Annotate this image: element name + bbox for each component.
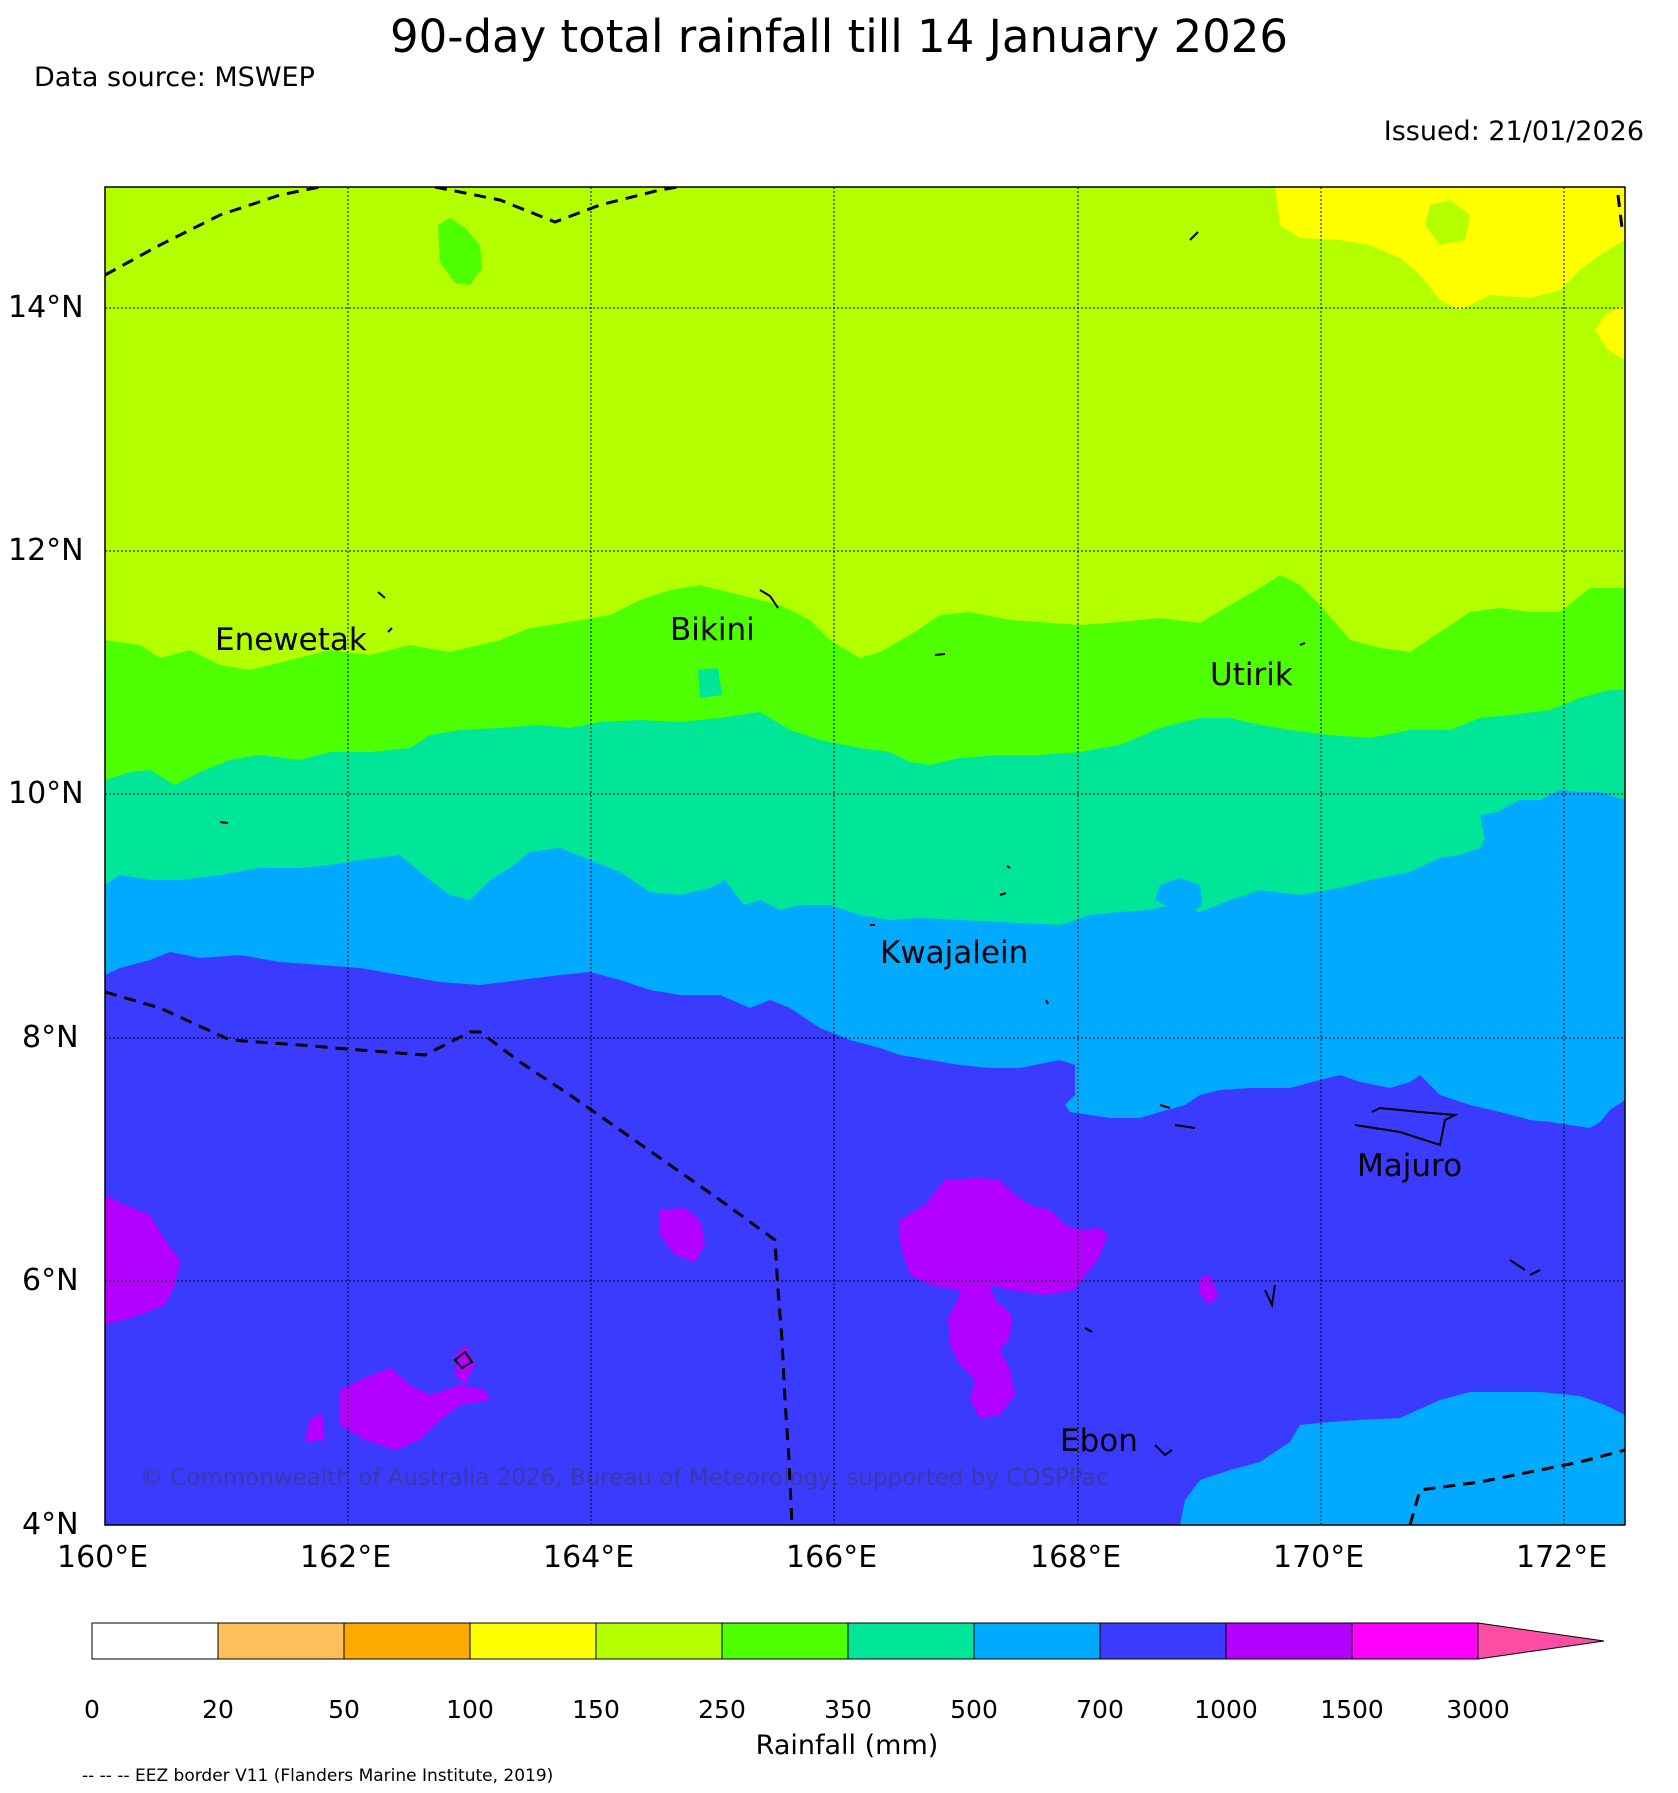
colorbar-segment-0 — [91, 1622, 219, 1660]
patch-250-350-north — [438, 218, 482, 285]
colorbar-tick-20: 20 — [202, 1695, 234, 1724]
lon-label-170e: 170°E — [1273, 1540, 1365, 1575]
place-label-enewetak: Enewetak — [215, 622, 367, 658]
colorbar-segment-9 — [1225, 1622, 1353, 1660]
place-label-kwajalein: Kwajalein — [880, 935, 1029, 971]
lat-label-8n: 8°N — [22, 1020, 79, 1055]
lon-label-164e: 164°E — [543, 1540, 635, 1575]
atoll-outlines — [219, 231, 1541, 1457]
patch-100-150-ne — [1275, 187, 1625, 310]
colorbar-tick-250: 250 — [698, 1695, 746, 1724]
eez-borders — [105, 187, 1625, 1525]
lat-label-12n: 12°N — [8, 533, 84, 568]
data-source-label: Data source: MSWEP — [34, 62, 315, 93]
band-500-700-south — [1180, 1392, 1625, 1525]
rainfall-colorbar — [91, 1622, 1605, 1660]
colorbar-segment-6 — [847, 1622, 975, 1660]
patch-100-150-east-edge — [1595, 305, 1625, 360]
colorbar-tick-150: 150 — [572, 1695, 620, 1724]
colorbar-segment-2 — [343, 1622, 471, 1660]
lat-label-14n: 14°N — [8, 290, 84, 325]
colorbar-extend-arrow — [1477, 1622, 1605, 1660]
patch-500-700-east — [1480, 792, 1590, 862]
map-title: 90-day total rainfall till 14 January 20… — [389, 10, 1289, 63]
place-label-utirik: Utirik — [1210, 657, 1293, 693]
colorbar-tick-1500: 1500 — [1320, 1695, 1384, 1724]
lat-label-4n: 4°N — [22, 1507, 79, 1542]
colorbar-segment-1 — [217, 1622, 345, 1660]
colorbar-label: Rainfall (mm) — [755, 1730, 939, 1761]
colorbar-tick-1000: 1000 — [1194, 1695, 1258, 1724]
colorbar-segment-4 — [595, 1622, 723, 1660]
patch-500-700-cell — [1155, 878, 1202, 915]
patch-350-500-bikini — [698, 668, 722, 698]
lat-label-6n: 6°N — [22, 1263, 79, 1298]
patch-1000-1500-b — [340, 1368, 490, 1450]
colorbar-tick-500: 500 — [950, 1695, 998, 1724]
issued-date-label: Issued: 21/01/2026 — [1383, 116, 1644, 147]
lat-label-10n: 10°N — [8, 776, 84, 811]
map-frame — [104, 186, 1626, 1526]
colorbar-segment-10 — [1351, 1622, 1479, 1660]
place-label-bikini: Bikini — [670, 612, 755, 648]
band-700-1000 — [105, 952, 1625, 1525]
colorbar-segment-3 — [469, 1622, 597, 1660]
graticule — [105, 187, 1625, 1525]
colorbar-tick-100: 100 — [446, 1695, 494, 1724]
colorbar-tick-350: 350 — [824, 1695, 872, 1724]
colorbar-segment-7 — [973, 1622, 1101, 1660]
copyright-notice: © Commonwealth of Australia 2026, Bureau… — [140, 1465, 1109, 1491]
lon-label-168e: 168°E — [1030, 1540, 1122, 1575]
eez-border-note: -- -- -- EEZ border V11 (Flanders Marine… — [82, 1766, 554, 1786]
place-label-ebon: Ebon — [1060, 1423, 1138, 1459]
patch-1000-1500-c — [305, 1412, 325, 1442]
lon-label-172e: 172°E — [1516, 1540, 1608, 1575]
colorbar-tick-700: 700 — [1076, 1695, 1124, 1724]
patch-150-250-ne — [1425, 200, 1470, 245]
patch-1000-1500-central — [900, 1178, 1108, 1418]
lon-label-166e: 166°E — [786, 1540, 878, 1575]
patch-1000-1500-west — [105, 1195, 180, 1325]
colorbar-tick-3000: 3000 — [1446, 1695, 1510, 1724]
colorbar-tick-0: 0 — [84, 1695, 100, 1724]
place-label-majuro: Majuro — [1357, 1148, 1463, 1184]
colorbar-tick-50: 50 — [328, 1695, 360, 1724]
lon-label-160e: 160°E — [57, 1540, 149, 1575]
colorbar-segment-8 — [1099, 1622, 1227, 1660]
lon-label-162e: 162°E — [300, 1540, 392, 1575]
colorbar-segment-5 — [721, 1622, 849, 1660]
patch-1000-1500-a — [660, 1208, 705, 1262]
patch-1000-1500-e — [1200, 1275, 1218, 1305]
